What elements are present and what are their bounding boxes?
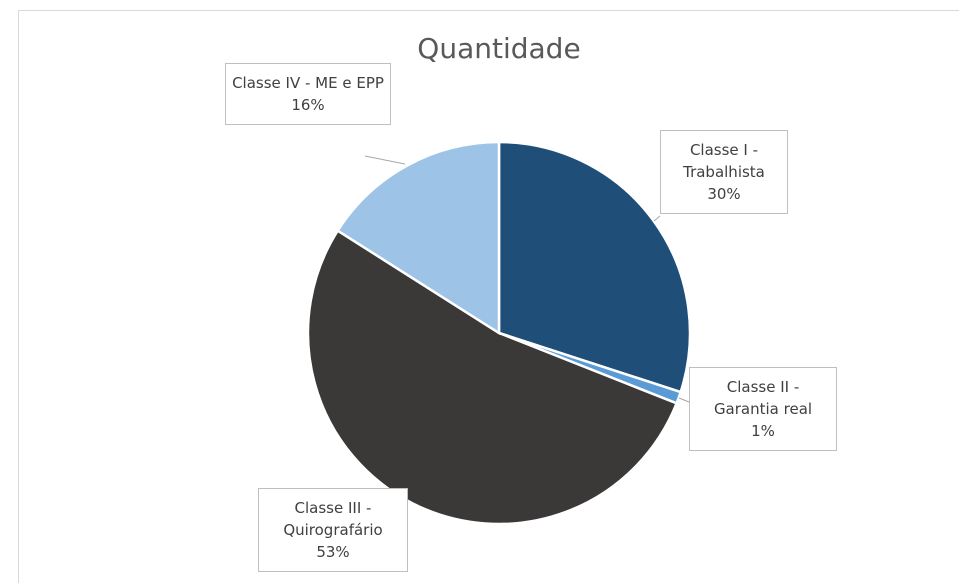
category-label: Classe II - Garantia real — [713, 378, 813, 418]
pie-slice — [336, 140, 501, 336]
value-label: 16% — [291, 96, 325, 114]
value-label: 30% — [707, 185, 741, 203]
data-label: Classe IV - ME e EPP 16% — [225, 63, 391, 125]
category-label: Classe I - Trabalhista — [683, 141, 765, 181]
data-label: Classe III - Quirografário 53% — [258, 488, 408, 572]
category-label: Classe IV - ME e EPP — [232, 74, 384, 92]
pie-slice — [497, 140, 692, 394]
leader-line — [364, 155, 406, 165]
data-label: Classe II - Garantia real 1% — [689, 367, 837, 451]
chart-title: Quantidade — [417, 32, 580, 65]
data-label: Classe I - Trabalhista 30% — [660, 130, 788, 214]
leader-line — [678, 397, 690, 403]
pie-slice — [306, 228, 679, 526]
category-label: Classe III - Quirografário — [283, 499, 383, 539]
value-label: 53% — [316, 543, 350, 561]
value-label: 1% — [751, 422, 775, 440]
leader-line — [653, 215, 661, 222]
